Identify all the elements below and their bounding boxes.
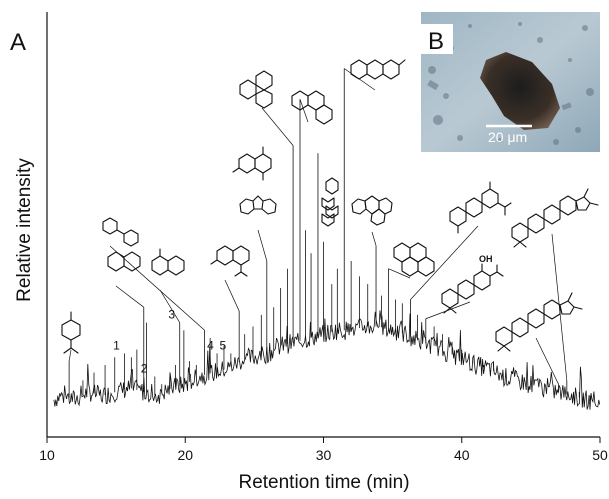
structure-leader-lines bbox=[68, 68, 568, 385]
chrysene-structure-icon bbox=[321, 177, 339, 227]
leader-pyrene-structure bbox=[388, 268, 411, 279]
leader-triterpane-structure bbox=[535, 337, 559, 385]
fluoranthene-structure-icon bbox=[351, 195, 393, 226]
carbonaceous-particle bbox=[480, 52, 560, 130]
x-axis-label: Retention time (min) bbox=[238, 472, 409, 493]
hopane-structure-icon bbox=[511, 188, 599, 248]
leader-fluoranthene-structure bbox=[371, 231, 377, 246]
cadalene-structure-icon bbox=[210, 245, 250, 277]
methylanthracene-structure-icon bbox=[350, 59, 406, 80]
leader-cadalene-structure bbox=[224, 279, 240, 312]
anthracene-structure-icon bbox=[291, 90, 333, 125]
x-tick-label-30: 30 bbox=[316, 447, 332, 463]
chromatogram-peaks bbox=[68, 68, 591, 401]
leader-retene-structure bbox=[410, 225, 479, 300]
compound-number-1: 1 bbox=[113, 338, 120, 352]
biphenyl-structure-icon bbox=[102, 217, 139, 247]
ferruginol-structure-icon: OH bbox=[441, 254, 504, 314]
pyrene-structure-icon bbox=[393, 242, 435, 277]
compound-number-4: 4 bbox=[207, 338, 214, 352]
inset-label-backdrop bbox=[421, 24, 453, 54]
compound-number-2: 2 bbox=[141, 362, 148, 376]
inset-micrograph: B 20 μm bbox=[421, 12, 600, 152]
dimethylnaphthalene-structure-icon bbox=[232, 146, 272, 181]
p-cymene-structure-icon bbox=[61, 311, 81, 354]
leader-methylnaphthalene-structure bbox=[159, 289, 181, 323]
panel-label-a: A bbox=[10, 29, 26, 56]
phenanthrene-structure-icon bbox=[239, 70, 273, 109]
leader-phenanthrene-structure bbox=[261, 107, 294, 146]
leader-p-cymene-structure bbox=[68, 349, 72, 362]
x-tick-label-20: 20 bbox=[177, 447, 193, 463]
leader-biphenyl-structure bbox=[109, 245, 205, 331]
micrograph-debris bbox=[427, 22, 594, 145]
triterpane-structure-icon bbox=[495, 292, 583, 352]
naphthalene-structure-icon bbox=[107, 251, 141, 272]
leader-naphthalene-structure bbox=[115, 285, 144, 308]
y-axis-label: Relative intensity bbox=[14, 158, 35, 302]
compound-number-labels: 1 2 3 4 5 bbox=[113, 308, 226, 376]
panel-label-b: B bbox=[428, 28, 444, 55]
x-tick-label-40: 40 bbox=[454, 447, 470, 463]
methylnaphthalene-structure-icon bbox=[151, 248, 185, 276]
compound-number-5: 5 bbox=[220, 338, 227, 352]
retene-structure-icon bbox=[449, 181, 512, 234]
scale-bar-label: 20 μm bbox=[488, 129, 527, 145]
fluorene-structure-icon bbox=[239, 195, 277, 215]
leader-fluorene-structure bbox=[257, 229, 268, 262]
x-tick-label-10: 10 bbox=[39, 447, 55, 463]
leader-hopane-structure bbox=[551, 233, 568, 381]
svg-text:OH: OH bbox=[479, 254, 493, 264]
compound-number-3: 3 bbox=[168, 308, 175, 322]
x-axis-ticks: 10 20 30 40 50 bbox=[39, 437, 608, 463]
x-tick-label-50: 50 bbox=[592, 447, 608, 463]
leader-anthracene-structure bbox=[299, 99, 309, 123]
chromatogram-trace bbox=[53, 310, 601, 410]
